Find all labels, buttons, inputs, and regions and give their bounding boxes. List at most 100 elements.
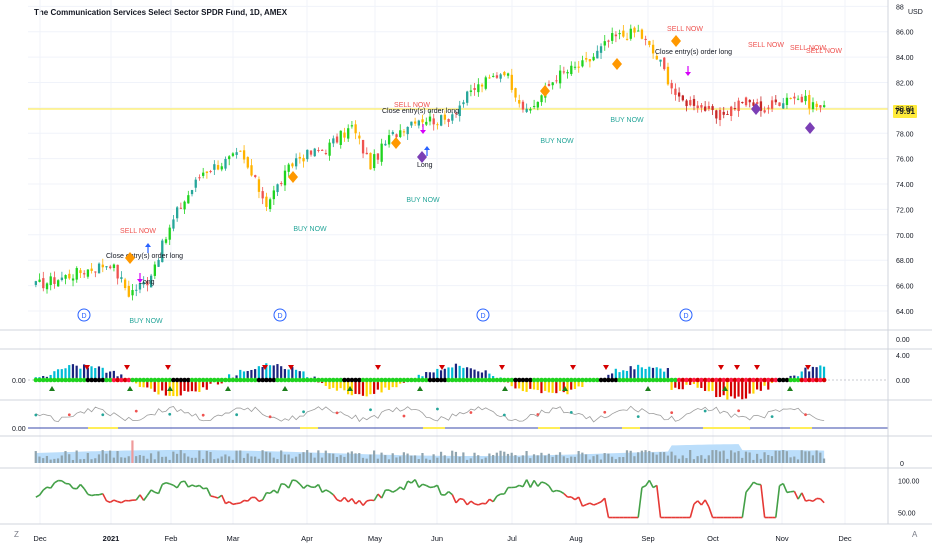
signal-dot <box>226 377 232 383</box>
volume-bar <box>562 456 565 463</box>
histogram-bar <box>153 380 156 392</box>
candle-body <box>573 66 577 68</box>
signal-label: BUY NOW <box>293 226 327 233</box>
strength-line-segment <box>559 490 565 495</box>
histogram-bar <box>354 380 357 394</box>
currency-label[interactable]: USD <box>908 9 923 16</box>
histogram-bar <box>254 369 257 380</box>
volume-bar <box>235 450 238 463</box>
signal-label: Close entry(s) order long <box>106 253 183 260</box>
signal-dot <box>505 377 511 383</box>
volume-bar <box>369 454 372 463</box>
candle-body <box>287 164 290 172</box>
histogram-bar <box>618 372 621 380</box>
candle-body <box>153 264 156 276</box>
signal-dot <box>818 377 823 383</box>
volume-bar <box>209 452 212 463</box>
candle-body <box>581 60 584 67</box>
sell-triangle <box>375 365 381 370</box>
volume-bar <box>86 452 89 463</box>
candle-body <box>53 277 56 284</box>
histogram-bar <box>242 371 246 380</box>
strength-line-segment <box>782 483 788 493</box>
volume-bar <box>42 458 45 463</box>
oscillator-dot <box>302 410 305 414</box>
histogram-bar <box>257 366 260 380</box>
volume-bar <box>763 452 766 463</box>
signal-dot <box>684 377 689 383</box>
candle-body <box>45 283 49 290</box>
oscillator-dot <box>34 413 38 417</box>
signal-dot <box>784 377 790 383</box>
candle-body <box>120 277 123 279</box>
volume-bar <box>309 452 313 463</box>
signal-dot <box>67 377 72 383</box>
price-tick-label: 78.00 <box>896 131 914 138</box>
dividend-marker <box>679 308 693 322</box>
strength-line-segment <box>470 500 476 505</box>
strength-line-segment <box>537 481 543 487</box>
candle-body <box>399 130 402 137</box>
signal-label: Close entry(s) order long <box>382 108 459 115</box>
candle-body <box>138 283 142 290</box>
signal-dot <box>368 377 373 383</box>
oscillator-dot <box>335 411 339 415</box>
candle-body <box>648 40 651 45</box>
histogram-bar <box>577 380 580 387</box>
histogram-bar <box>346 380 350 395</box>
histogram-bar <box>439 370 443 380</box>
signal-dot <box>572 377 578 383</box>
histogram-bar <box>562 380 565 393</box>
histogram-bar <box>521 380 524 392</box>
volume-bar <box>640 450 643 463</box>
volume-bar <box>320 457 324 463</box>
volume-bar <box>555 454 558 463</box>
candle-body <box>224 158 227 169</box>
volume-bar <box>135 456 138 463</box>
candle-body <box>659 59 662 62</box>
histogram-bar <box>358 380 361 395</box>
histogram-bar <box>555 380 558 394</box>
histogram-bar <box>443 368 446 380</box>
candle-body <box>146 281 149 286</box>
signal-dot <box>814 377 820 383</box>
volume-bar <box>53 458 56 463</box>
histogram-bar <box>748 380 751 394</box>
dividend-marker-label: D <box>480 313 485 320</box>
candle-body <box>532 105 536 107</box>
candle-body <box>321 149 324 151</box>
volume-bar <box>224 454 227 463</box>
signal-dot <box>171 377 176 383</box>
oscillator-dot <box>101 413 105 417</box>
strength-line-segment <box>54 479 59 484</box>
signal-dot <box>587 377 593 383</box>
timezone-button[interactable]: Z <box>14 530 19 539</box>
auto-scale-button[interactable]: A <box>912 530 918 539</box>
candle-body <box>242 150 246 160</box>
signal-dot <box>747 377 753 383</box>
candle-body <box>651 44 655 54</box>
volume-bar <box>741 457 744 463</box>
strength-line-segment <box>407 480 412 484</box>
histogram-bar <box>328 380 331 390</box>
candle-body <box>741 101 744 104</box>
signal-dot <box>416 377 422 383</box>
strength-line-segment <box>299 483 305 489</box>
candle-body <box>596 50 599 59</box>
strength-line-segment <box>582 503 587 507</box>
candle-body <box>79 270 82 274</box>
volume-bar <box>443 455 446 463</box>
volume-bar <box>384 455 387 463</box>
oscillator-dot <box>469 411 473 414</box>
candle-body <box>328 142 331 156</box>
candle-body <box>421 119 424 123</box>
strength-line-segment <box>176 481 182 489</box>
candle-body <box>432 118 435 125</box>
histogram-bar <box>651 367 655 380</box>
histogram-bar <box>436 368 439 380</box>
candle-body <box>789 97 792 99</box>
candle-body <box>317 150 320 152</box>
candle-body <box>86 269 90 277</box>
strength-line-segment <box>589 502 594 506</box>
